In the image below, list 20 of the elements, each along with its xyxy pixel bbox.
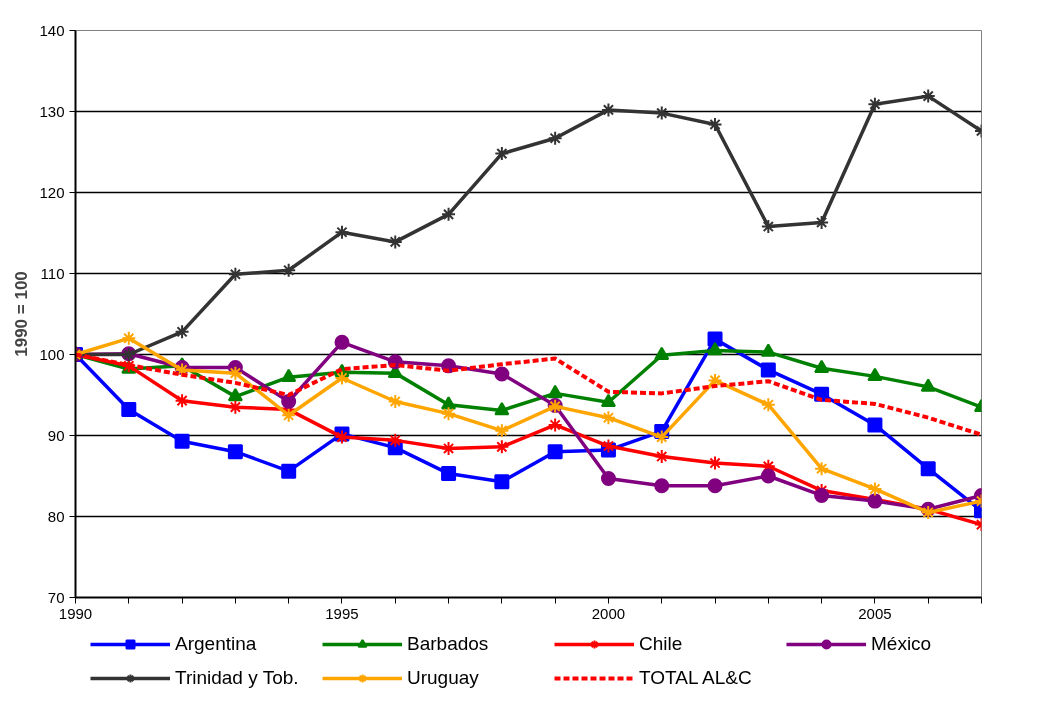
legend-label: México: [871, 633, 933, 655]
legend-label: Argentina: [175, 633, 258, 655]
legend-label: TOTAL AL&C: [639, 667, 753, 689]
y-tick-label: 100: [39, 345, 65, 363]
x-tick-label: 2000: [591, 604, 626, 622]
y-tick-label: 110: [40, 264, 65, 282]
x-tick-label: 2005: [858, 604, 892, 622]
y-tick-label: 80: [47, 507, 65, 525]
legend-label: Uruguay: [407, 667, 480, 689]
x-tick-label: 1995: [325, 604, 359, 622]
legend-label: Chile: [639, 633, 684, 655]
y-tick-label: 120: [39, 183, 65, 201]
y-tick-label: 140: [39, 21, 65, 39]
y-tick-label: 90: [47, 426, 65, 444]
y-axis-title: 1990 = 100: [12, 271, 32, 357]
legend-label: Barbados: [407, 633, 490, 655]
x-tick-label: 1990: [58, 604, 93, 622]
legend-label: Trinidad y Tob.: [175, 667, 300, 689]
y-tick-label: 130: [39, 102, 65, 120]
y-tick-label: 70: [47, 588, 65, 606]
